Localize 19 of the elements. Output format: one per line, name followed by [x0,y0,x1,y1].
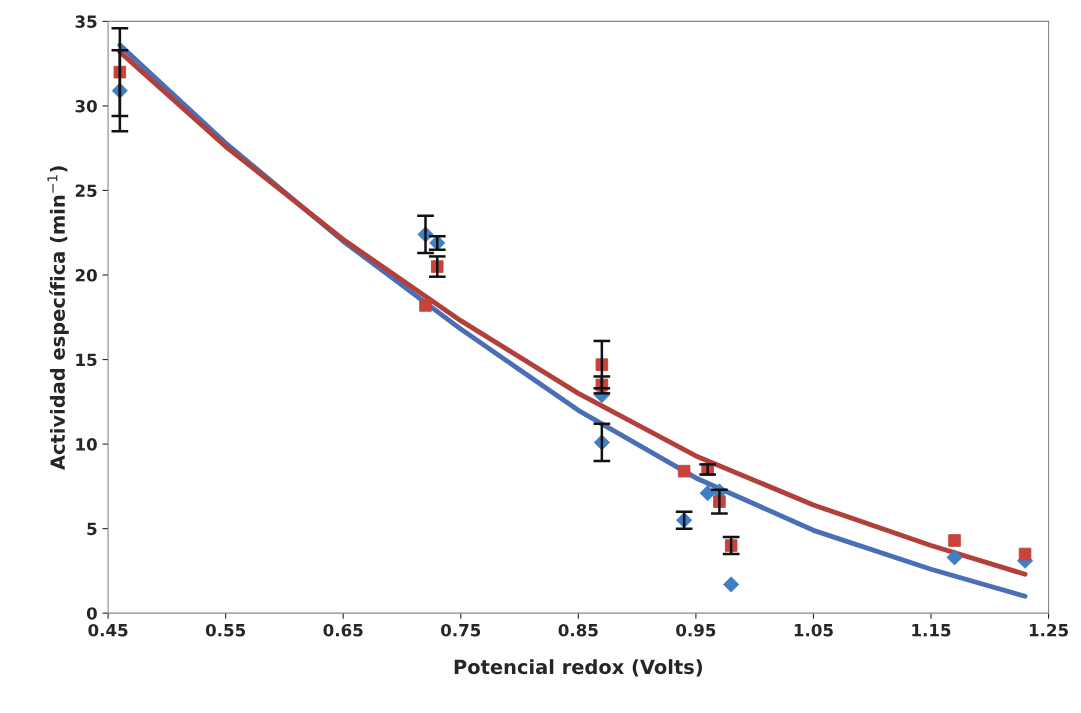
y-axis-title: Actividad específica (min$^{−1}$) [47,166,69,471]
x-tick-label: 0.45 [88,623,128,637]
x-tick-label: 1.25 [1029,623,1068,637]
y-tick-label: 0 [86,607,97,620]
x-tick-label: 0.85 [558,623,598,637]
y-tick-label: 25 [75,184,97,198]
x-tick-label: 0.75 [441,623,481,637]
x-tick-label: 0.55 [205,623,246,637]
y-tick-label: 15 [76,353,97,367]
y-tick-label: 20 [75,268,97,282]
y-tick-label: 5 [87,522,97,536]
y-tick-label: 35 [75,15,97,28]
x-axis-title: Potencial redox (Volts) [454,659,703,677]
y-tick-label: 30 [75,99,97,113]
x-tick-label: 0.65 [323,623,363,637]
x-tick-label: 1.05 [794,623,833,637]
x-tick-label: 1.15 [912,624,951,637]
x-tick-label: 0.95 [676,623,716,637]
y-tick-label: 10 [76,438,97,451]
